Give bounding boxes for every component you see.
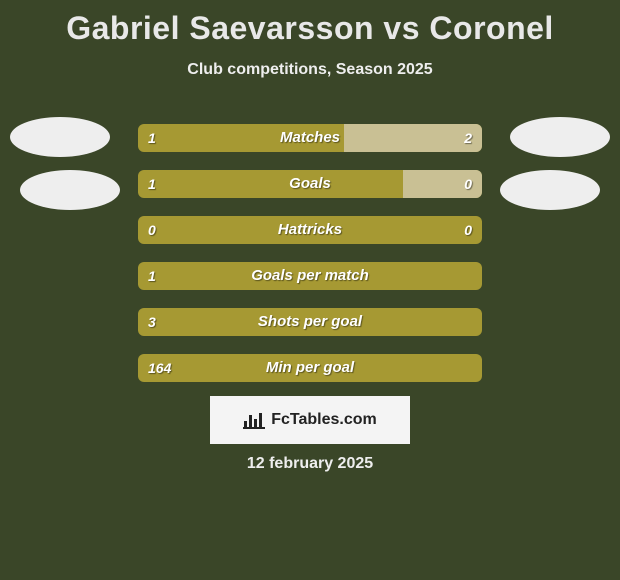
stats-bars: 1Matches21Goals00Hattricks01Goals per ma… xyxy=(138,124,482,400)
player2-badge-icon xyxy=(510,117,610,157)
stat-row: 0Hattricks0 xyxy=(138,216,482,244)
stat-row: 3Shots per goal xyxy=(138,308,482,336)
logo-chart-icon xyxy=(243,411,265,429)
stat-row: 1Goals0 xyxy=(138,170,482,198)
stat-row: 1Matches2 xyxy=(138,124,482,152)
stat-value-right: 0 xyxy=(464,170,472,198)
stat-label: Matches xyxy=(138,124,482,152)
player1-badge-icon xyxy=(10,117,110,157)
page-title: Gabriel Saevarsson vs Coronel xyxy=(0,0,620,47)
stat-label: Hattricks xyxy=(138,216,482,244)
stat-label: Min per goal xyxy=(138,354,482,382)
stat-value-right: 0 xyxy=(464,216,472,244)
stat-label: Goals per match xyxy=(138,262,482,290)
stat-row: 1Goals per match xyxy=(138,262,482,290)
player2-flag-icon xyxy=(500,170,600,210)
logo-box: FcTables.com xyxy=(210,396,410,444)
subtitle: Club competitions, Season 2025 xyxy=(0,61,620,79)
stat-row: 164Min per goal xyxy=(138,354,482,382)
player1-flag-icon xyxy=(20,170,120,210)
stat-value-right: 2 xyxy=(464,124,472,152)
stat-label: Goals xyxy=(138,170,482,198)
stat-label: Shots per goal xyxy=(138,308,482,336)
date-text: 12 february 2025 xyxy=(0,455,620,473)
logo-text: FcTables.com xyxy=(271,411,377,429)
